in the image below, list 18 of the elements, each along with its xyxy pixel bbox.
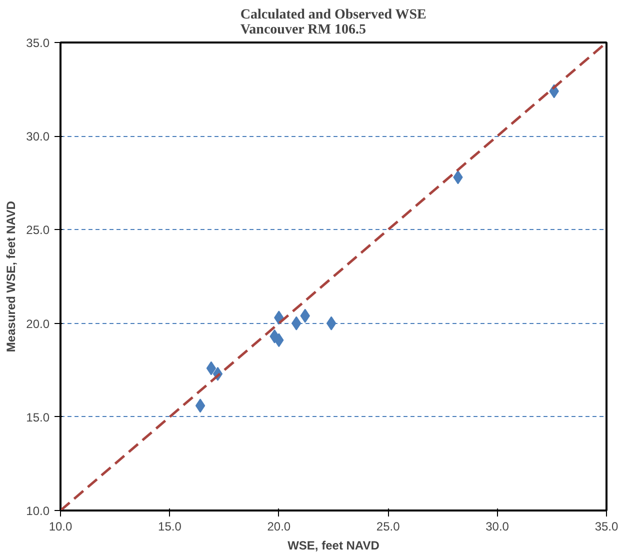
x-tick-label: 25.0: [376, 520, 400, 534]
point: [195, 398, 206, 413]
x-tick-label: 10.0: [48, 520, 73, 534]
x-tick-label: 35.0: [594, 520, 619, 534]
point: [206, 361, 216, 376]
x-tick-label: 15.0: [158, 520, 182, 534]
y-tick-label: 10.0: [26, 504, 50, 518]
y-tick-label: 35.0: [26, 36, 50, 50]
y-tick-label: 15.0: [26, 410, 50, 424]
x-tick-label: 30.0: [486, 520, 510, 534]
y-axis-title: Measured WSE, feet NAVD: [4, 200, 18, 352]
chart-title: Calculated and Observed WSE Vancouver RM 106.5: [240, 8, 426, 38]
y-tick-label: 30.0: [26, 130, 50, 144]
y-tick-label: 25.0: [26, 223, 50, 238]
y-tick-label: 20.0: [26, 316, 50, 331]
point: [326, 316, 336, 330]
x-tick-label: 20.0: [267, 520, 291, 534]
x-axis-title: WSE, feet NAVD: [288, 538, 380, 552]
